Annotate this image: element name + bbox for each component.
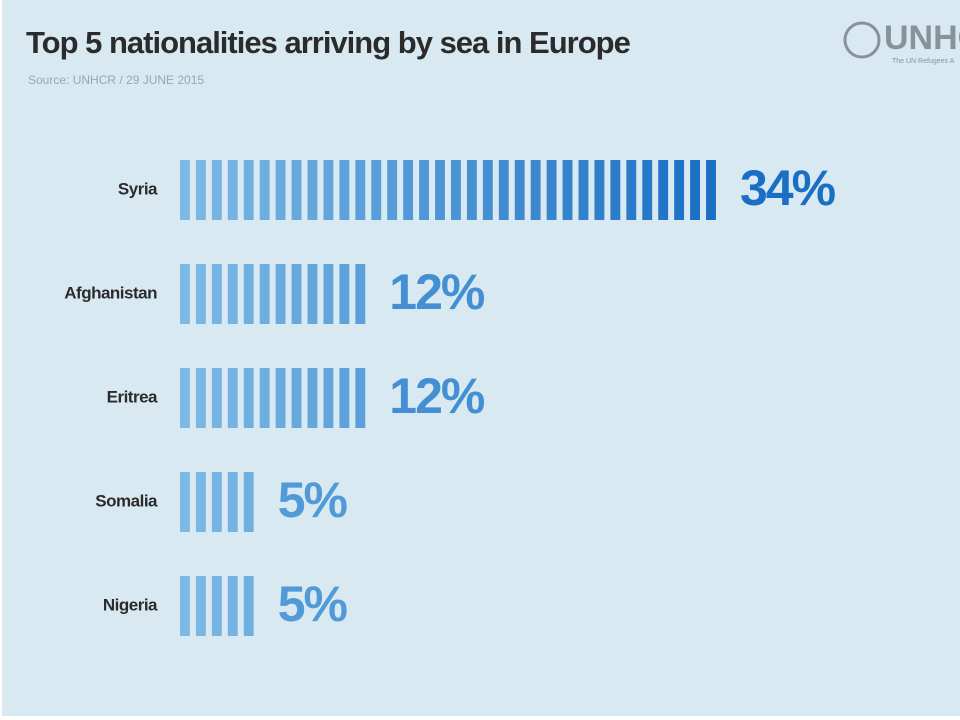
bar bbox=[180, 576, 254, 636]
bar bbox=[180, 472, 254, 532]
bar-stripe bbox=[211, 160, 222, 220]
logo-text: UNHC bbox=[884, 19, 960, 57]
bar bbox=[180, 160, 716, 220]
bar-stripe bbox=[195, 368, 206, 428]
value-label: 5% bbox=[278, 472, 348, 528]
bar-stripe bbox=[642, 160, 653, 220]
bar-stripe bbox=[451, 160, 461, 220]
bar-stripe bbox=[275, 160, 286, 220]
category-label: Eritrea bbox=[107, 387, 158, 406]
bar-stripe bbox=[355, 264, 366, 324]
category-label: Nigeria bbox=[103, 595, 158, 614]
bar-stripe bbox=[466, 160, 477, 220]
bar-stripe bbox=[403, 160, 414, 220]
bar-stripe bbox=[530, 160, 541, 220]
bar-stripe bbox=[211, 472, 222, 532]
bar-stripe bbox=[211, 264, 222, 324]
value-label: 12% bbox=[389, 368, 485, 424]
bar-stripe bbox=[195, 160, 206, 220]
bar-stripe bbox=[180, 472, 190, 532]
bar-stripe bbox=[243, 264, 254, 324]
bar-stripe bbox=[180, 160, 190, 220]
bar-stripe bbox=[195, 264, 206, 324]
bar-stripe bbox=[339, 368, 350, 428]
logo: UNHC The UN Refugees A bbox=[843, 19, 960, 65]
bar-stripe bbox=[259, 160, 270, 220]
bar-stripe bbox=[291, 160, 302, 220]
bar-stripe bbox=[626, 160, 637, 220]
bar-stripe bbox=[307, 160, 318, 220]
bar-stripe bbox=[674, 160, 685, 220]
bar-stripe bbox=[227, 368, 238, 428]
value-label: 5% bbox=[278, 576, 348, 632]
bar-stripe bbox=[243, 472, 254, 532]
bar-stripe bbox=[323, 160, 334, 220]
bar-stripe bbox=[275, 264, 286, 324]
bar-stripe bbox=[243, 368, 254, 428]
value-label: 34% bbox=[740, 160, 836, 216]
bar-stripe bbox=[371, 160, 382, 220]
bar-stripe bbox=[227, 264, 238, 324]
bar-stripe bbox=[211, 576, 222, 636]
bar-stripe bbox=[195, 472, 206, 532]
bar-stripe bbox=[610, 160, 621, 220]
category-label: Afghanistan bbox=[64, 283, 157, 302]
bar-stripe bbox=[594, 160, 605, 220]
bar-stripe bbox=[514, 160, 525, 220]
bar-stripe bbox=[180, 368, 190, 428]
bar-stripe bbox=[355, 160, 366, 220]
bar-stripe bbox=[658, 160, 669, 220]
bar-stripe bbox=[435, 160, 445, 220]
logo-emblem bbox=[843, 21, 881, 59]
bar-stripe bbox=[546, 160, 557, 220]
bar-stripe bbox=[323, 264, 334, 324]
bar-stripe bbox=[387, 160, 398, 220]
bar bbox=[180, 368, 366, 428]
bar-stripe bbox=[259, 368, 270, 428]
bar-stripe bbox=[706, 160, 716, 220]
category-label: Somalia bbox=[95, 491, 158, 510]
bar-stripe bbox=[243, 160, 254, 220]
bar-stripe bbox=[339, 264, 350, 324]
bar-stripe bbox=[227, 576, 238, 636]
bar-stripe bbox=[482, 160, 493, 220]
bar-stripe bbox=[578, 160, 589, 220]
chart-subtitle: Source: UNHCR / 29 JUNE 2015 bbox=[28, 73, 204, 87]
value-label: 12% bbox=[389, 264, 485, 320]
bar-stripe bbox=[227, 472, 238, 532]
bar-stripe bbox=[498, 160, 509, 220]
bar-stripe bbox=[180, 264, 190, 324]
bar-stripe bbox=[307, 368, 318, 428]
bar-stripe bbox=[259, 264, 270, 324]
bar-stripe bbox=[307, 264, 318, 324]
bar-stripe bbox=[291, 368, 302, 428]
bar-stripe bbox=[690, 160, 701, 220]
bar-stripe bbox=[243, 576, 254, 636]
logo-subtitle: The UN Refugees A bbox=[892, 58, 955, 65]
chart-title: Top 5 nationalities arriving by sea in E… bbox=[26, 25, 631, 60]
bar-stripe bbox=[227, 160, 238, 220]
category-label: Syria bbox=[118, 179, 158, 198]
bar-stripe bbox=[275, 368, 286, 428]
bar-stripe bbox=[339, 160, 350, 220]
bar bbox=[180, 264, 366, 324]
bar-stripe bbox=[419, 160, 430, 220]
bar-stripe bbox=[323, 368, 334, 428]
bar-stripe bbox=[291, 264, 302, 324]
bar-stripe bbox=[355, 368, 366, 428]
bar-stripe bbox=[211, 368, 222, 428]
bar-stripe bbox=[195, 576, 206, 636]
bar-stripe bbox=[562, 160, 573, 220]
bar-stripe bbox=[180, 576, 190, 636]
